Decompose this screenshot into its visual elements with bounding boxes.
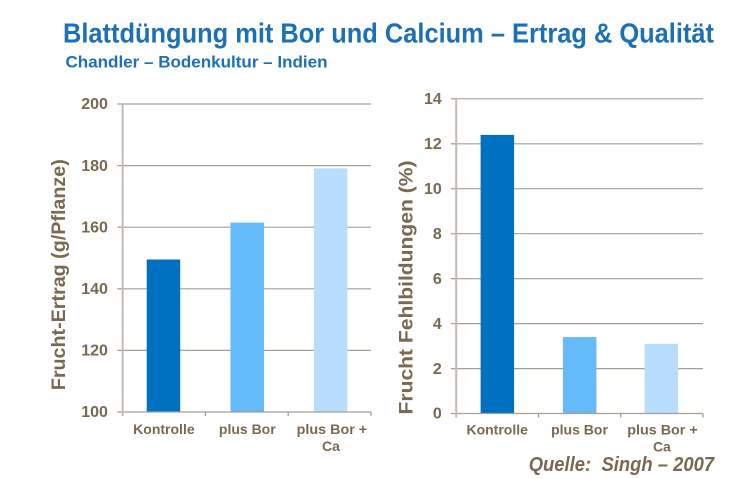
svg-text:2: 2 [433, 361, 442, 378]
svg-text:plus Bor: plus Bor [551, 422, 608, 438]
svg-text:plus Bor +: plus Bor + [627, 422, 698, 438]
svg-text:200: 200 [81, 96, 108, 113]
svg-text:0: 0 [433, 406, 442, 423]
svg-text:4: 4 [433, 316, 442, 333]
svg-text:Blattdüngung mit Bor und Calci: Blattdüngung mit Bor und Calcium – Ertra… [63, 17, 714, 48]
svg-text:Kontrolle: Kontrolle [466, 422, 528, 438]
svg-text:Ca: Ca [322, 438, 340, 454]
svg-text:120: 120 [81, 343, 108, 360]
svg-text:Frucht-Ertrag (g/Pflanze): Frucht-Ertrag (g/Pflanze) [49, 159, 70, 390]
svg-text:Chandler – Bodenkultur – Indie: Chandler – Bodenkultur – Indien [66, 52, 328, 71]
svg-text:12: 12 [424, 136, 442, 153]
svg-text:Kontrolle: Kontrolle [133, 421, 195, 437]
svg-text:Frucht Fehlbildungen (%): Frucht Fehlbildungen (%) [397, 161, 418, 415]
svg-text:160: 160 [81, 219, 108, 236]
svg-text:10: 10 [424, 181, 442, 198]
svg-text:Ca: Ca [653, 439, 671, 455]
svg-text:Quelle: Singh – 2007: Quelle: Singh – 2007 [529, 453, 716, 476]
svg-text:plus Bor: plus Bor [219, 421, 276, 437]
svg-text:100: 100 [81, 404, 108, 421]
svg-text:180: 180 [81, 158, 108, 175]
svg-text:plus Bor +: plus Bor + [297, 421, 368, 437]
svg-text:6: 6 [433, 271, 442, 288]
svg-text:140: 140 [81, 281, 108, 298]
svg-text:8: 8 [433, 226, 442, 243]
svg-text:14: 14 [424, 91, 442, 108]
